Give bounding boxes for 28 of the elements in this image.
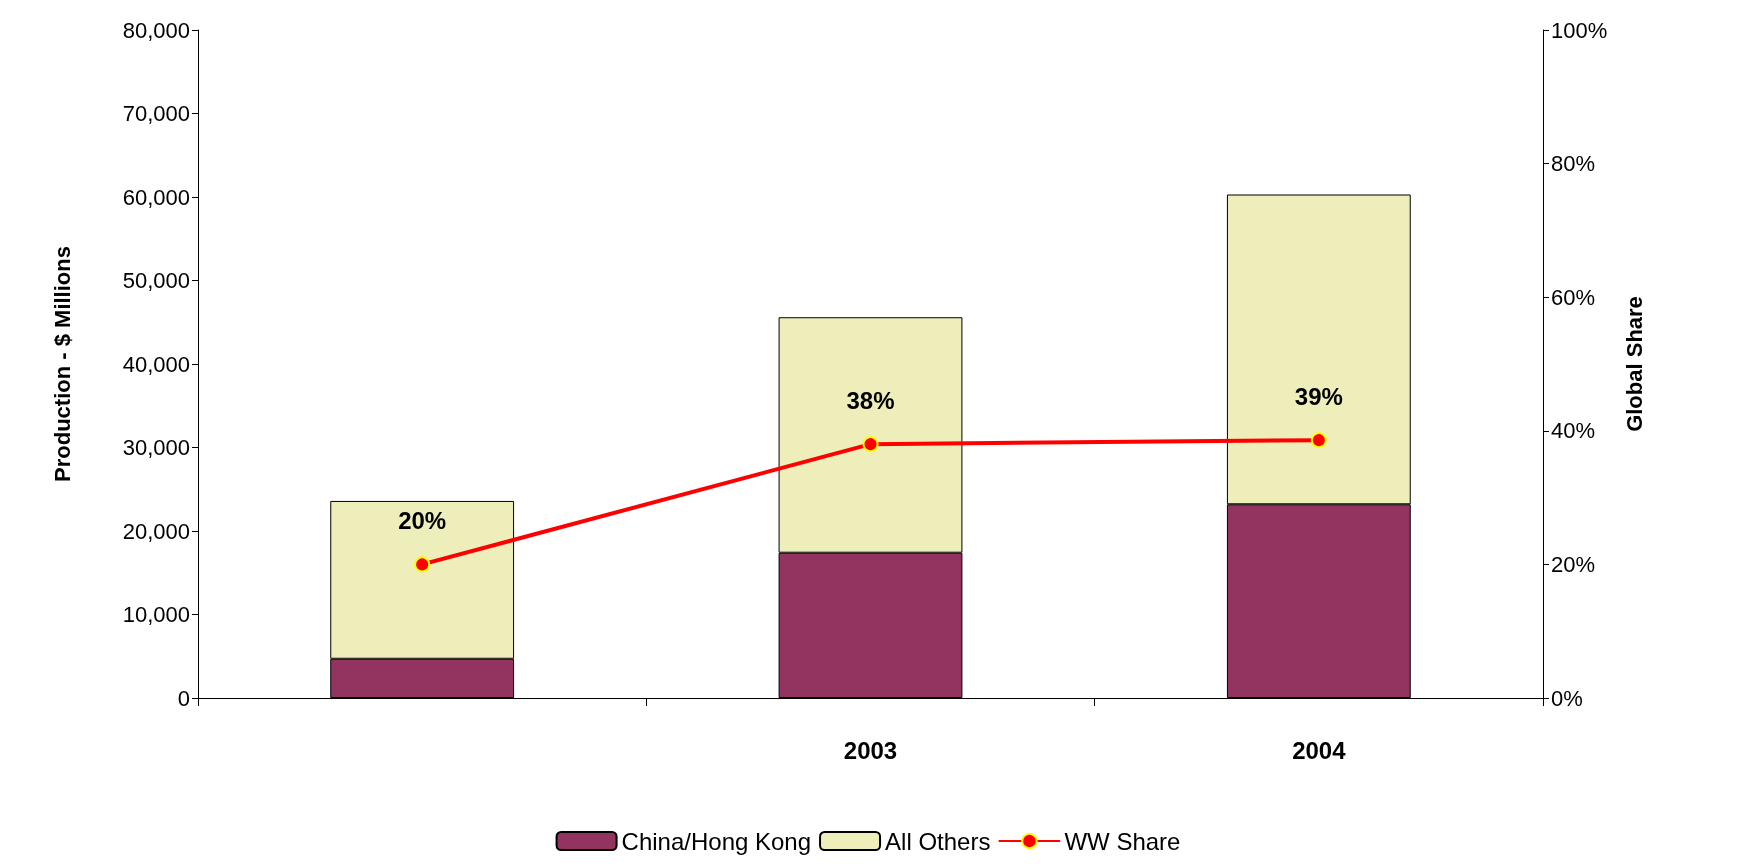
y2-axis-title: Global Share <box>1621 296 1647 432</box>
y2-tick-label: 20% <box>1551 551 1596 577</box>
y-axis-title: Production - $ Millions <box>49 246 75 482</box>
point <box>414 556 431 573</box>
y2-tick-label: 0% <box>1551 685 1583 711</box>
y2-tick-label: 100% <box>1551 17 1608 43</box>
y-tick-label: 60,000 <box>122 184 190 210</box>
y2-tick-label: 60% <box>1551 284 1596 310</box>
y-tick-label: 0 <box>177 685 190 711</box>
y-tick-label: 40,000 <box>122 351 190 377</box>
data-label: 38% <box>846 386 895 414</box>
x-tick-label: 2004 <box>1292 736 1347 764</box>
legend-label: China/Hong Kong <box>621 827 812 855</box>
y-tick-label: 30,000 <box>122 435 190 460</box>
point <box>1310 432 1327 449</box>
y-tick-label: 80,000 <box>122 17 190 43</box>
legend-label: All Others <box>885 827 991 855</box>
point <box>862 436 879 453</box>
y-tick-label: 50,000 <box>122 268 190 293</box>
legend-label: WW Share <box>1064 827 1181 855</box>
y2-tick-label: 40% <box>1551 418 1596 444</box>
y-tick-label: 70,000 <box>122 101 190 126</box>
data-label: 39% <box>1294 382 1343 410</box>
x-tick-label: 2003 <box>843 736 898 764</box>
y2-tick-label: 80% <box>1551 151 1596 177</box>
data-label: 20% <box>398 506 447 534</box>
y-tick-label: 20,000 <box>122 518 190 544</box>
y-tick-label: 10,000 <box>122 602 190 627</box>
